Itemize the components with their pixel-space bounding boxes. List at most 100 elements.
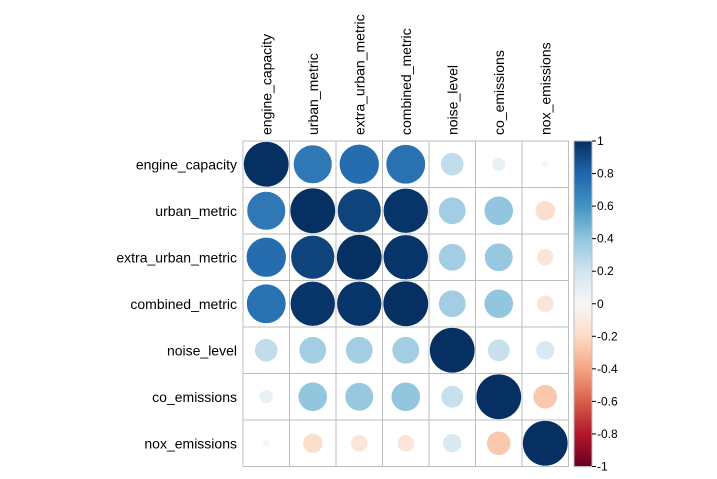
colorbar-segment	[574, 360, 592, 363]
colorbar-segment	[574, 399, 592, 402]
colorbar-segment	[574, 419, 592, 422]
colorbar-tick-label: 0.6	[597, 199, 614, 213]
corr-circle-nox_emissions-nox_emissions	[522, 420, 568, 466]
colorbar-segment	[574, 271, 592, 274]
corr-circle-engine_capacity-extra_urban_metric	[339, 144, 379, 184]
colorbar-segment	[574, 219, 592, 222]
colorbar-segment	[574, 313, 592, 316]
colorbar-segment	[574, 228, 592, 232]
colorbar-segment	[574, 367, 592, 370]
colorbar-segment	[574, 237, 592, 240]
corr-circle-co_emissions-nox_emissions	[533, 384, 558, 409]
circles	[243, 141, 568, 466]
corr-circle-co_emissions-combined_metric	[391, 382, 421, 412]
colorbar-segment	[574, 157, 592, 160]
col-label-nox_emissions: nox_emissions	[537, 42, 553, 135]
colorbar-segment	[574, 176, 592, 180]
colorbar-segment	[574, 430, 592, 433]
colorbar-segment	[574, 232, 592, 235]
colorbar-segment	[574, 222, 592, 225]
colorbar-segment	[574, 407, 592, 411]
colorbar-segment	[574, 393, 592, 396]
colorbar-segment	[574, 293, 592, 297]
corr-circle-extra_urban_metric-noise_level	[438, 243, 466, 271]
colorbar-segment	[574, 450, 592, 453]
row-label-noise_level: noise_level	[167, 342, 237, 358]
corr-circle-extra_urban_metric-nox_emissions	[536, 248, 554, 266]
corr-circle-combined_metric-engine_capacity	[246, 284, 286, 324]
colorbar-segment	[574, 414, 592, 417]
colorbar-segment	[574, 373, 592, 376]
colorbar-segment	[574, 186, 592, 189]
colorbar-segment	[574, 160, 592, 163]
colorbar-segment	[574, 300, 592, 303]
colorbar-segment	[574, 383, 592, 386]
corr-circle-extra_urban_metric-urban_metric	[291, 235, 335, 279]
colorbar-segment	[574, 390, 592, 393]
corr-circle-noise_level-nox_emissions	[536, 341, 555, 360]
colorbar-segment	[574, 328, 592, 331]
corr-circle-urban_metric-nox_emissions	[535, 201, 555, 221]
colorbar-segment	[574, 191, 592, 194]
colorbar-segment	[574, 235, 592, 238]
colorbar-segment	[574, 248, 592, 251]
colorbar-segment	[574, 277, 592, 280]
colorbar-segment	[574, 266, 592, 269]
colorbar-segment	[574, 311, 592, 315]
colorbar-segment	[574, 453, 592, 456]
colorbar-segment	[574, 204, 592, 207]
col-label-engine_capacity: engine_capacity	[258, 34, 274, 135]
colorbar-segment	[574, 427, 592, 430]
colorbar-segment	[574, 173, 592, 176]
colorbar-segment	[574, 378, 592, 381]
colorbar-segment	[574, 456, 592, 459]
colorbar-segment	[574, 240, 592, 243]
row-label-engine_capacity: engine_capacity	[136, 156, 237, 172]
colorbar-segment	[574, 386, 592, 389]
colorbar-segment	[574, 168, 592, 171]
corr-circle-extra_urban_metric-extra_urban_metric	[336, 234, 382, 280]
corr-circle-engine_capacity-combined_metric	[386, 144, 426, 184]
colorbar-segment	[574, 403, 592, 406]
corr-circle-co_emissions-extra_urban_metric	[345, 382, 374, 411]
colorbar-segment	[574, 464, 592, 468]
colorbar-segment	[574, 287, 592, 290]
colorbar-segment	[574, 435, 592, 438]
corr-circle-combined_metric-combined_metric	[383, 281, 429, 327]
colorbar-segment	[574, 411, 592, 414]
colorbar-segment	[574, 346, 592, 349]
corr-circle-combined_metric-extra_urban_metric	[337, 281, 382, 326]
colorbar-segment	[574, 305, 592, 308]
colorbar-segment	[574, 359, 592, 362]
colorbar-segment	[574, 245, 592, 248]
colorbar-segment	[574, 184, 592, 188]
colorbar-segment	[574, 334, 592, 337]
colorbar-segment	[574, 336, 592, 339]
colorbar-segment	[574, 298, 592, 302]
cell-urban_metric-nox_emissions	[521, 187, 569, 235]
colorbar-segment	[574, 233, 592, 236]
corr-circle-co_emissions-urban_metric	[298, 382, 328, 412]
col-label-urban_metric: urban_metric	[305, 53, 321, 135]
colorbar-segment	[574, 175, 592, 178]
colorbar-segment	[574, 142, 592, 145]
colorbar-segment	[574, 206, 592, 209]
colorbar-segment	[574, 425, 592, 429]
colorbar-segment	[574, 201, 592, 204]
colorbar-segment	[574, 416, 592, 419]
colorbar-segment	[574, 342, 592, 346]
colorbar-segment	[574, 375, 592, 378]
colorbar-segment	[574, 295, 592, 298]
colorbar-segment	[574, 167, 592, 170]
colorbar-segment	[574, 455, 592, 458]
colorbar-segment	[574, 220, 592, 223]
colorbar-segment	[574, 349, 592, 352]
row-labels: engine_capacity urban_metric extra_urban_m…	[116, 156, 237, 451]
colorbar-segment	[574, 227, 592, 230]
colorbar-segment	[574, 339, 592, 342]
row-label-urban_metric: urban_metric	[155, 203, 237, 219]
colorbar-segment	[574, 381, 592, 385]
colorbar-segment	[574, 264, 592, 267]
colorbar-segment	[574, 451, 592, 455]
